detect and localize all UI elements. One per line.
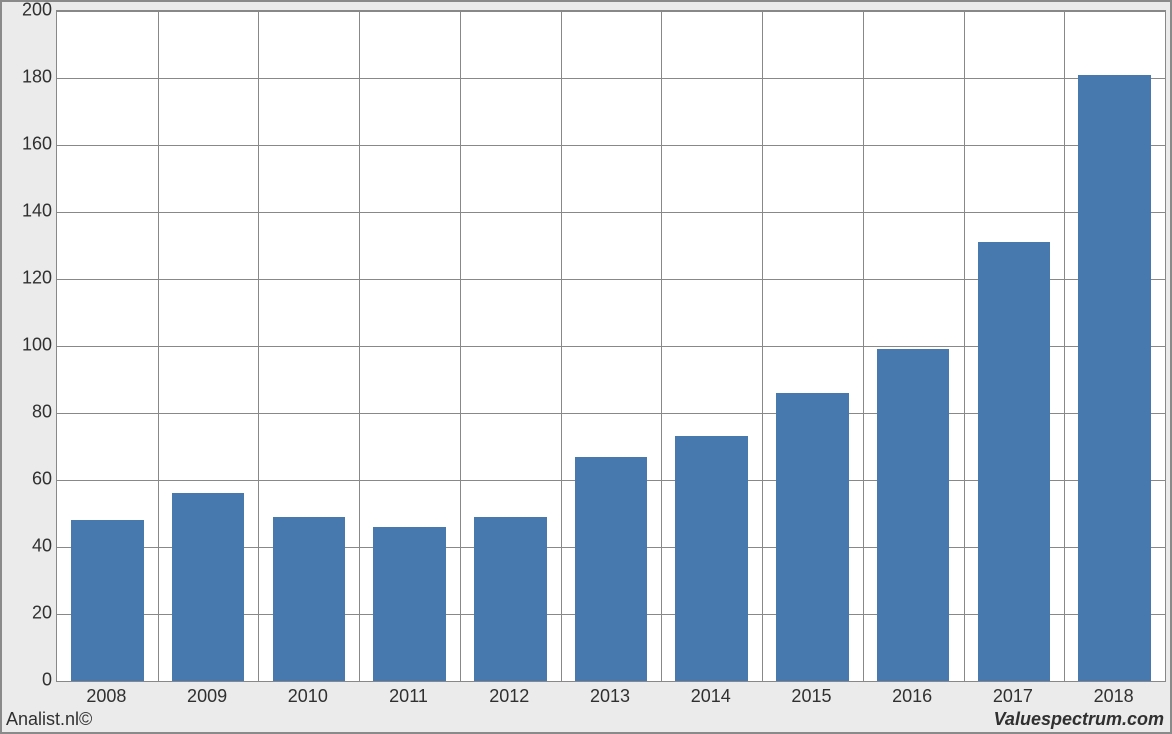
y-tick-label: 100: [12, 335, 52, 356]
y-tick-label: 60: [12, 469, 52, 490]
y-tick-label: 140: [12, 201, 52, 222]
bar-2013: [575, 457, 648, 681]
y-tick-label: 20: [12, 603, 52, 624]
x-tick-label: 2017: [993, 686, 1033, 707]
bar-2009: [172, 493, 245, 681]
footer-credit-left: Analist.nl©: [6, 709, 92, 730]
footer-credit-right: Valuespectrum.com: [994, 709, 1164, 730]
bar-2014: [675, 436, 748, 681]
y-tick-label: 40: [12, 536, 52, 557]
chart-frame: 0 20 40 60 80 100 120 140 160 180 200 2008 2009 2010…: [0, 0, 1172, 734]
x-tick-label: 2018: [1094, 686, 1134, 707]
x-tick-label: 2013: [590, 686, 630, 707]
y-tick-label: 120: [12, 268, 52, 289]
bar-2008: [71, 520, 144, 681]
y-tick-label: 160: [12, 134, 52, 155]
bar-2012: [474, 517, 547, 681]
y-tick-label: 80: [12, 402, 52, 423]
bar-2017: [978, 242, 1051, 681]
x-tick-label: 2016: [892, 686, 932, 707]
x-tick-label: 2011: [389, 686, 428, 707]
bar-2018: [1078, 75, 1151, 681]
bar-2011: [373, 527, 446, 681]
x-tick-label: 2012: [489, 686, 529, 707]
x-tick-label: 2010: [288, 686, 328, 707]
plot-area: [56, 10, 1166, 682]
y-tick-label: 0: [12, 670, 52, 691]
bar-2010: [273, 517, 346, 681]
bar-2015: [776, 393, 849, 681]
x-tick-label: 2014: [691, 686, 731, 707]
x-tick-label: 2015: [791, 686, 831, 707]
x-tick-label: 2009: [187, 686, 227, 707]
y-tick-label: 200: [12, 0, 52, 21]
bar-2016: [877, 349, 950, 681]
x-tick-label: 2008: [86, 686, 126, 707]
y-tick-label: 180: [12, 67, 52, 88]
